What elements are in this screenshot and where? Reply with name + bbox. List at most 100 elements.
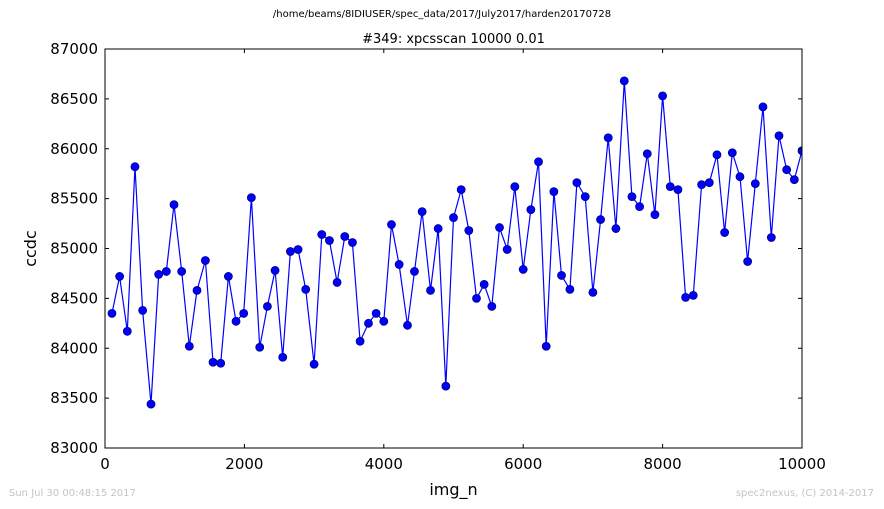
- data-point: [487, 301, 497, 311]
- data-point: [665, 182, 675, 192]
- data-point: [743, 257, 753, 266]
- data-point: [364, 318, 373, 328]
- data-point: [534, 157, 543, 167]
- data-point: [572, 178, 582, 188]
- plot-area-frame: [104, 48, 803, 449]
- data-point: [526, 205, 536, 214]
- data-point: [735, 172, 745, 182]
- data-point: [403, 320, 412, 330]
- data-point: [627, 192, 637, 202]
- y-tick-label: 85000: [50, 240, 98, 258]
- footer-timestamp: Sun Jul 30 00:48:15 2017: [9, 488, 136, 499]
- chart-title: #349: xpcsscan 10000 0.01: [362, 32, 545, 47]
- data-point: [184, 341, 194, 351]
- series-line: [111, 80, 802, 405]
- data-point: [502, 245, 512, 254]
- data-point: [464, 226, 474, 235]
- data-point: [138, 305, 148, 315]
- data-point: [146, 399, 156, 409]
- y-tick-label: 87000: [50, 40, 98, 58]
- x-tick-label: 0: [100, 455, 110, 473]
- data-point: [348, 238, 357, 247]
- data-point: [255, 342, 265, 352]
- data-point: [231, 316, 241, 326]
- data-point: [115, 272, 125, 281]
- data-point: [635, 202, 644, 212]
- data-point: [223, 272, 233, 281]
- data-point: [332, 278, 342, 287]
- data-point: [541, 341, 551, 351]
- data-point: [557, 271, 566, 280]
- data-point: [673, 185, 683, 195]
- data-point: [426, 285, 435, 295]
- x-tick-label: 10000: [778, 455, 826, 473]
- data-point: [286, 247, 295, 256]
- data-point: [216, 358, 226, 368]
- data-point: [697, 180, 707, 190]
- y-axis-label: ccdc: [21, 230, 40, 267]
- data-point: [642, 149, 652, 159]
- data-point: [107, 308, 117, 318]
- data-point: [727, 148, 737, 158]
- x-tick-label: 8000: [644, 455, 682, 473]
- data-point: [169, 200, 179, 210]
- data-point: [325, 236, 334, 245]
- data-point: [293, 245, 303, 254]
- data-point: [317, 230, 327, 239]
- data-point: [588, 287, 598, 297]
- data-point: [387, 220, 396, 229]
- data-point: [246, 193, 256, 203]
- data-point: [510, 182, 520, 192]
- data-point: [782, 165, 792, 175]
- data-point: [371, 308, 381, 318]
- data-point: [472, 293, 481, 303]
- x-axis-label: img_n: [429, 480, 477, 500]
- data-point: [774, 131, 784, 141]
- figure-suptitle: /home/beams/8IDIUSER/spec_data/2017/July…: [272, 9, 612, 20]
- data-point: [688, 290, 698, 300]
- data-point: [301, 284, 311, 294]
- data-point: [161, 267, 171, 276]
- data-point: [177, 267, 187, 276]
- data-point: [518, 265, 528, 274]
- chart-marks: [107, 76, 802, 409]
- data-point: [495, 223, 504, 232]
- data-point: [263, 301, 272, 311]
- data-point: [456, 185, 466, 195]
- data-point: [433, 224, 443, 233]
- data-point: [750, 179, 760, 189]
- data-point: [658, 91, 667, 101]
- data-point: [789, 175, 799, 185]
- y-tick-label: 83000: [50, 439, 98, 457]
- data-point: [278, 352, 288, 362]
- data-point: [340, 232, 350, 241]
- data-point: [417, 207, 427, 216]
- axis-ticks: 0 2000 4000 6000 8000 10000 83000 83500 84000 845…: [50, 40, 826, 473]
- data-point: [449, 213, 458, 222]
- data-point: [379, 316, 389, 326]
- data-point: [479, 280, 489, 289]
- data-point: [712, 150, 722, 160]
- data-point: [394, 260, 404, 269]
- y-tick-label: 84500: [50, 289, 98, 307]
- y-tick-label: 86000: [50, 140, 98, 158]
- footer-credit: spec2nexus, (C) 2014-2017: [735, 488, 874, 499]
- data-point: [580, 192, 590, 202]
- y-tick-label: 86500: [50, 90, 98, 108]
- data-point: [270, 266, 280, 275]
- data-point: [619, 76, 629, 86]
- data-point: [309, 359, 319, 369]
- data-point: [441, 381, 451, 391]
- data-point: [704, 178, 714, 188]
- data-point: [565, 284, 575, 294]
- data-point: [758, 102, 768, 112]
- data-point: [355, 336, 365, 346]
- data-point: [122, 326, 132, 336]
- data-point: [208, 357, 218, 367]
- data-point: [603, 133, 613, 143]
- data-point: [130, 162, 140, 172]
- x-tick-label: 4000: [365, 455, 403, 473]
- y-tick-label: 84000: [50, 339, 98, 357]
- series-group: [107, 76, 802, 409]
- data-point: [720, 228, 730, 237]
